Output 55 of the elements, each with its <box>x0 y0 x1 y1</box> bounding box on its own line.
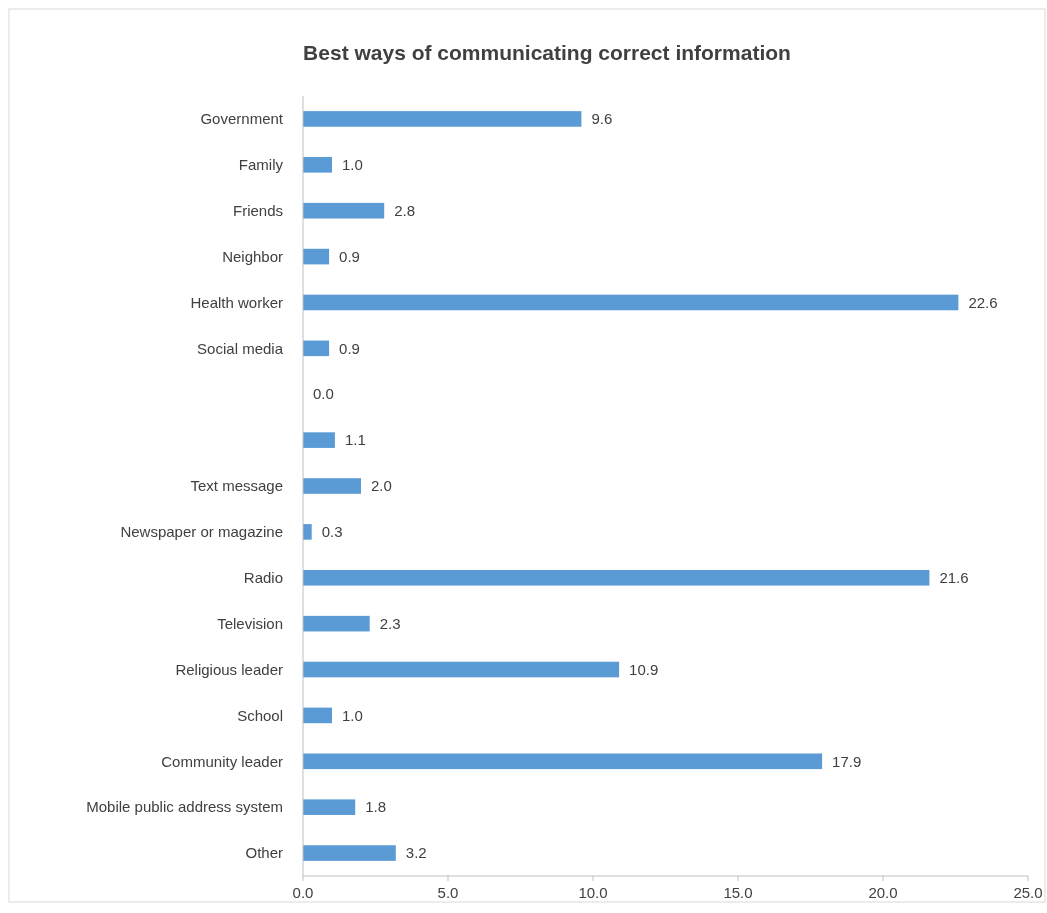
bar <box>303 432 335 448</box>
x-tick-label: 20.0 <box>868 884 898 901</box>
bar <box>303 202 385 219</box>
y-tick-label: Family <box>238 156 284 174</box>
data-label: 0.9 <box>339 247 360 265</box>
y-tick-label: Television <box>217 614 283 632</box>
bar <box>303 569 930 586</box>
bar <box>303 111 582 127</box>
data-label: 3.2 <box>405 844 427 862</box>
y-tick-label: Friends <box>232 201 283 219</box>
x-tick-label: 25.0 <box>1013 884 1043 901</box>
data-label: 10.9 <box>629 660 659 678</box>
x-tick-label: 10.0 <box>578 884 608 901</box>
data-label: 0.3 <box>321 523 343 541</box>
bar <box>303 524 312 540</box>
data-label: 1.0 <box>342 706 363 724</box>
y-tick-label: Radio <box>243 569 283 587</box>
bar <box>303 340 330 357</box>
x-tick-label: 15.0 <box>723 884 753 901</box>
bar <box>303 157 332 173</box>
data-label: 1.1 <box>344 431 366 449</box>
y-tick-label: Religious leader <box>175 660 283 678</box>
y-tick-label: Neighbor <box>222 247 283 265</box>
bar <box>303 799 356 815</box>
bar <box>303 707 332 724</box>
data-label: 1.8 <box>365 798 387 816</box>
y-tick-label: Mobile public address system <box>86 798 283 816</box>
data-label: 2.3 <box>379 614 401 632</box>
y-tick-label: Newspaper or magazine <box>120 523 283 541</box>
y-tick-label: Text message <box>190 477 283 495</box>
y-tick-label: Other <box>245 844 283 862</box>
bar <box>303 294 959 311</box>
bar <box>303 615 370 632</box>
data-label: 17.9 <box>832 752 862 770</box>
y-tick-label: Social media <box>197 339 284 357</box>
x-tick-label: 5.0 <box>437 884 459 901</box>
bar <box>303 248 330 265</box>
data-label: 2.0 <box>371 477 392 495</box>
chart-title: Best ways of communicating correct information <box>303 41 791 64</box>
data-label: 22.6 <box>968 293 998 311</box>
bar <box>303 753 823 770</box>
y-tick-label: Health worker <box>190 293 283 311</box>
bar <box>303 661 620 678</box>
data-label: 0.0 <box>313 385 334 403</box>
bar <box>303 478 361 494</box>
data-label: 2.8 <box>394 201 416 219</box>
data-label: 1.0 <box>342 156 363 174</box>
data-label: 9.6 <box>591 110 613 128</box>
bar <box>303 845 396 861</box>
data-label: 0.9 <box>339 339 360 357</box>
y-tick-label: Community leader <box>161 752 283 770</box>
y-tick-label: Government <box>200 110 284 128</box>
x-tick-label: 0.0 <box>292 884 314 901</box>
y-tick-label: School <box>237 706 283 724</box>
data-label: 21.6 <box>939 569 969 587</box>
